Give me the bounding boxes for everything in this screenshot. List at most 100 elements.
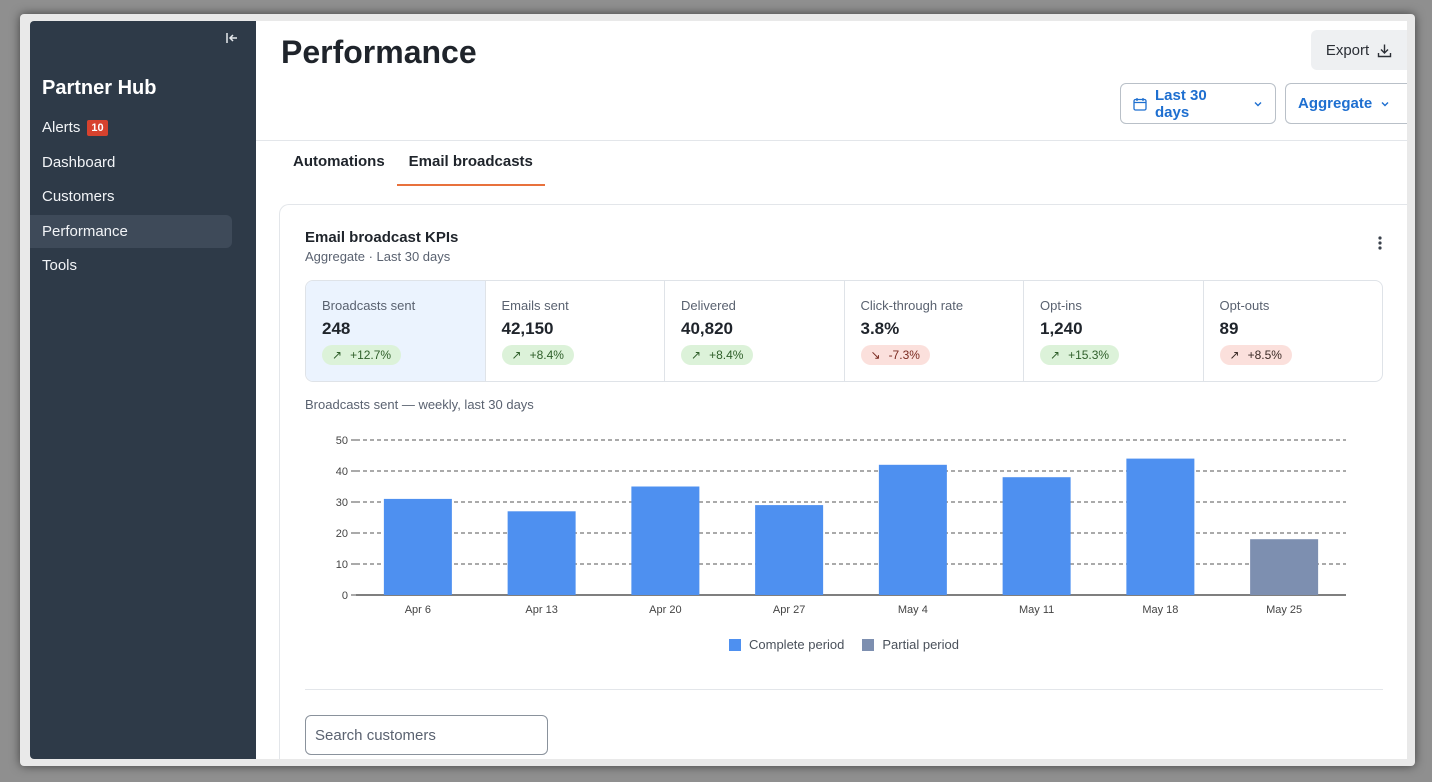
x-tick-label: Apr 13 [525, 604, 557, 616]
sidebar-item-label: Customers [42, 188, 115, 205]
trend-up-icon: ↗ [1229, 348, 1240, 362]
kpi-delta-badge: ↘ -7.3% [860, 345, 930, 365]
kpi-delta-value: +15.3% [1068, 348, 1110, 362]
trend-down-icon: ↘ [870, 348, 881, 362]
trend-up-icon: ↗ [1050, 348, 1061, 362]
x-tick-label: May 18 [1142, 604, 1178, 616]
export-button[interactable]: Export [1311, 30, 1407, 70]
kpi-delta-badge: ↗ +8.4% [501, 345, 574, 365]
sidebar-item-tools[interactable]: Tools [30, 249, 232, 282]
tab-email-broadcasts[interactable]: Email broadcasts [396, 149, 545, 186]
sidebar: Partner Hub Alerts 10 Dashboard Customer… [30, 21, 256, 759]
trend-up-icon: ↗ [691, 348, 702, 362]
kpi-label: Opt-outs [1219, 298, 1270, 313]
trend-up-icon: ↗ [511, 348, 522, 362]
kpi-delta-badge: ↗ +15.3% [1040, 345, 1120, 365]
kpi-delta-value: +8.4% [709, 348, 744, 362]
sidebar-item-label: Alerts [42, 119, 81, 136]
y-tick-label: 50 [336, 435, 348, 447]
tab-bar: Automations Email broadcasts [293, 149, 545, 186]
trend-up-icon: ↗ [332, 348, 343, 362]
header-divider [256, 140, 1407, 141]
sidebar-item-label: Performance [42, 222, 128, 240]
kpi-value: 3.8% [860, 319, 900, 338]
chart-bar [755, 505, 824, 595]
legend-swatch-complete [729, 638, 741, 651]
chart-bar [878, 464, 947, 595]
sidebar-item-label: Tools [42, 257, 78, 274]
kpi-opt-ins[interactable]: Opt-ins 1,240 ↗ +15.3% [1024, 281, 1204, 381]
y-tick-label: 40 [336, 466, 348, 478]
chevron-down-icon [1254, 101, 1262, 106]
sidebar-item-customers[interactable]: Customers [30, 180, 232, 213]
kpi-value: 42,150 [501, 319, 554, 338]
kpi-label: Click-through rate [860, 298, 964, 313]
chart-bar [507, 511, 576, 595]
kpi-card: Email broadcast KPIs Aggregate · Last 30… [279, 204, 1407, 759]
page-title: Performance [281, 34, 477, 70]
chart-bar [1250, 539, 1319, 595]
alerts-count-badge: 10 [87, 119, 108, 136]
more-options-button[interactable] [1371, 235, 1389, 253]
kpi-opt-outs[interactable]: Opt-outs 89 ↗ +8.5% [1204, 281, 1383, 381]
legend-swatch-partial [862, 638, 875, 651]
kpi-strip: Broadcasts sent 248 ↗ +12.7% Emails sent… [305, 280, 1383, 382]
chart-legend: Complete period Partial period [729, 637, 959, 652]
card-subtitle: Aggregate · Last 30 days [305, 249, 451, 264]
kpi-delta-value: +8.5% [1247, 348, 1282, 362]
tab-automations[interactable]: Automations [293, 153, 385, 170]
chart-bar [383, 498, 452, 595]
y-tick-label: 20 [336, 528, 348, 540]
calendar-icon [1133, 97, 1147, 111]
search-customers-input[interactable] [305, 715, 548, 755]
kpi-label: Delivered [681, 298, 736, 313]
legend-label: Complete period [749, 637, 845, 652]
collapse-sidebar-button[interactable] [222, 31, 242, 49]
sidebar-item-alerts[interactable]: Alerts 10 [30, 111, 232, 144]
kpi-label: Broadcasts sent [322, 298, 416, 313]
download-icon [1377, 44, 1392, 57]
kpi-label: Emails sent [501, 298, 569, 313]
x-tick-label: May 25 [1266, 604, 1302, 616]
sidebar-item-dashboard[interactable]: Dashboard [30, 146, 232, 179]
chart-bar [1126, 458, 1195, 595]
legend-item-partial: Partial period [862, 637, 959, 652]
kpi-delivered[interactable]: Delivered 40,820 ↗ +8.4% [665, 281, 845, 381]
date-range-value: Last 30 days [1155, 86, 1207, 121]
kpi-emails-sent[interactable]: Emails sent 42,150 ↗ +8.4% [486, 281, 665, 381]
x-tick-label: Apr 6 [405, 604, 431, 616]
app-window: Partner Hub Alerts 10 Dashboard Customer… [30, 21, 1407, 759]
chart-bar [1002, 477, 1071, 595]
x-tick-label: May 11 [1019, 604, 1054, 616]
x-tick-label: May 4 [898, 604, 928, 616]
kpi-delta-value: +12.7% [350, 348, 392, 362]
card-title: Email broadcast KPIs [305, 229, 459, 246]
sidebar-nav: Alerts 10 Dashboard Customers Performanc… [30, 111, 256, 284]
kpi-value: 1,240 [1040, 319, 1083, 338]
kpi-click-through-rate[interactable]: Click-through rate 3.8% ↘ -7.3% [845, 281, 1024, 381]
y-tick-label: 30 [336, 497, 348, 509]
chevron-down-icon [1381, 101, 1389, 106]
x-tick-label: Apr 27 [773, 604, 805, 616]
legend-label: Partial period [882, 637, 959, 652]
x-tick-label: Apr 20 [649, 604, 681, 616]
y-tick-label: 0 [342, 590, 348, 602]
kpi-delta-value: -7.3% [888, 348, 920, 362]
sidebar-item-label: Dashboard [42, 153, 116, 171]
y-tick-label: 10 [336, 559, 348, 571]
sidebar-item-performance[interactable]: Performance [30, 214, 232, 248]
aggregation-value: Aggregate [1298, 95, 1373, 112]
date-range-select[interactable]: Last 30 days [1120, 83, 1276, 124]
kpi-delta-badge: ↗ +8.4% [681, 345, 754, 365]
legend-item-complete: Complete period [729, 637, 844, 652]
kpi-value: 89 [1219, 319, 1239, 338]
broadcasts-bar-chart: 0 10 20 30 40 50 Apr 6 Apr 13 Apr 20 Apr 27 May 4 M… [336, 435, 1346, 616]
kpi-value: 40,820 [681, 319, 733, 338]
chart-bar [631, 486, 700, 595]
aggregation-select[interactable]: Aggregate [1285, 83, 1407, 124]
export-label: Export [1325, 41, 1370, 59]
kpi-delta-badge: ↗ +12.7% [322, 345, 402, 365]
main-content: Performance Export Last 30 days Aggregat [256, 21, 1407, 759]
kpi-broadcasts-sent[interactable]: Broadcasts sent 248 ↗ +12.7% [306, 281, 486, 381]
card-divider [305, 689, 1383, 690]
